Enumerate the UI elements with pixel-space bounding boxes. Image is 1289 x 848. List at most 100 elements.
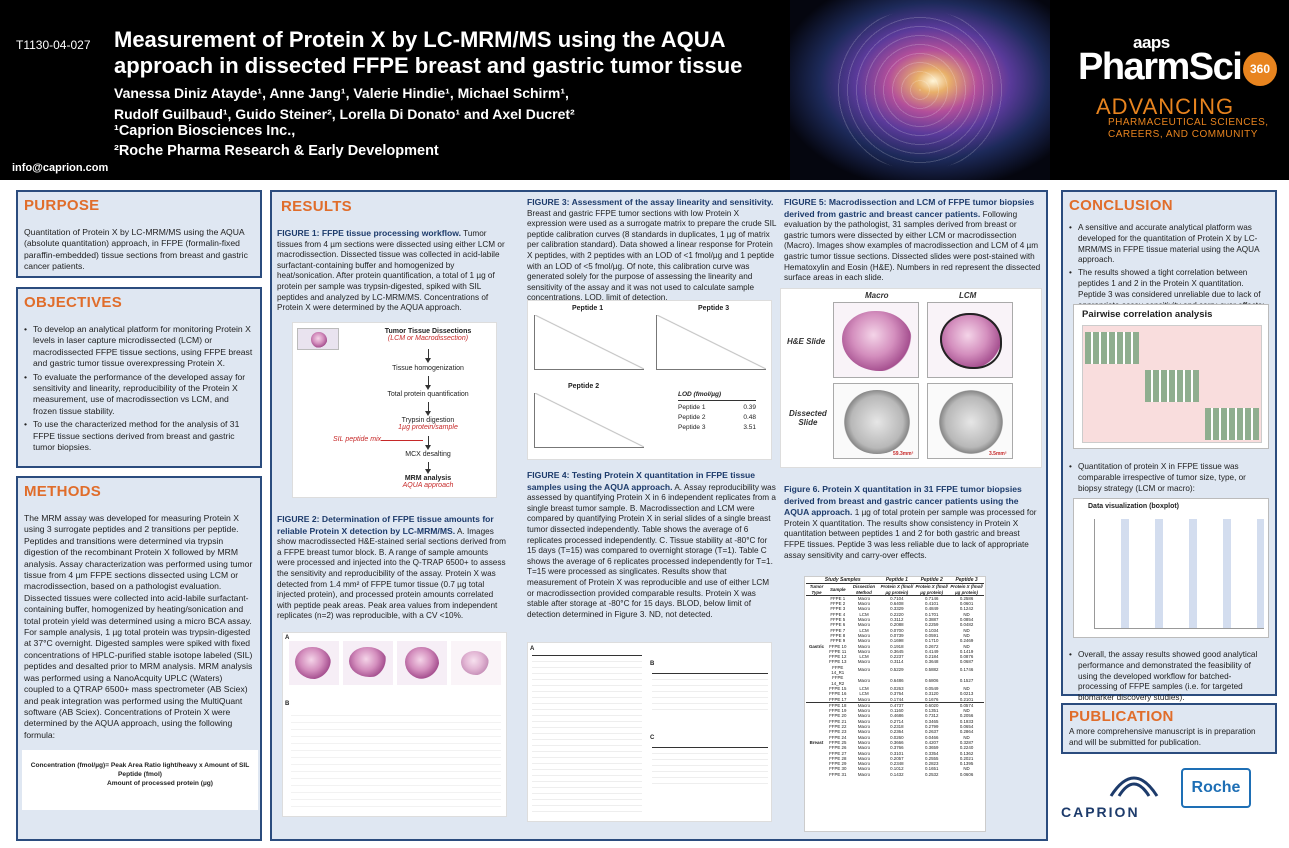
flow-step-mrm-sub: AQUA approach <box>402 482 454 489</box>
table-row: FFPE 1 Macro 0.7104 0.7146 0.2586 <box>806 595 984 601</box>
table-cell: FFPE 15 <box>829 685 847 691</box>
table-row: FFPE 5 Macro 0.3112 0.3887 0.0854 <box>806 617 984 622</box>
flow-step-dissection-sub: (LCM or Macrodissection) <box>387 335 469 342</box>
flow-step-trypsin-label: Trypsin digestion <box>401 417 455 424</box>
objectives-title: OBJECTIVES <box>24 294 123 311</box>
conclusion-body-3: Overall, the assay results showed good a… <box>1063 650 1275 706</box>
col-header: Protein X (fmol/µg protein) <box>879 583 915 596</box>
he-image-2 <box>343 641 393 685</box>
table-cell: ND <box>963 708 970 714</box>
table-cell: 0.4737 <box>890 702 904 708</box>
table-cell: FFPE 22 <box>829 724 847 730</box>
figure-3-text: Breast and gastric FFPE tumor sections w… <box>527 208 777 303</box>
contact-email: info@caprion.com <box>12 162 109 174</box>
table-cell: Macro <box>857 643 871 649</box>
table-row: FFPE 30 Macro 0.1012 0.1651 ND <box>806 766 984 771</box>
lod-value: 0.48 <box>743 414 756 421</box>
table-cell: 0.0876 <box>959 654 974 660</box>
conclusion-body: A sensitive and accurate analytical plat… <box>1063 219 1275 311</box>
table-cell: Macro <box>857 617 871 623</box>
table-cell: ND <box>963 734 970 740</box>
table-cell: 0.1744 <box>890 696 904 702</box>
purpose-section: PURPOSE Quantitation of Protein X by LC-… <box>16 190 262 278</box>
table-row: FFPE 29 Macro 0.2348 0.2823 0.1395 <box>806 761 984 766</box>
table-cell: FFPE 29 <box>829 761 847 767</box>
tissue-sample <box>295 647 331 679</box>
table-cell: 0.2318 <box>890 724 904 730</box>
table-cell: 0.1651 <box>924 766 939 772</box>
boxplot-title: Data visualization (boxplot) <box>1088 503 1180 510</box>
caprion-logo-icon <box>1109 768 1159 798</box>
logo-area: CAPRION Roche <box>1061 760 1277 842</box>
table-cell: 0.3329 <box>890 606 904 612</box>
table-cell: FFPE 16 <box>829 691 847 697</box>
table-cell: 0.1362 <box>959 750 974 756</box>
figure-4-table-a <box>532 655 642 815</box>
table-row: FFPE 18 Macro 0.4737 0.6020 0.0574 <box>806 703 984 708</box>
poster-id: T1130-04-027 <box>16 38 91 52</box>
tumor-type-cell: Breast <box>809 739 824 745</box>
table-cell: 0.3114 <box>890 659 904 665</box>
figure-2-caption: FIGURE 2: Determination of FFPE tissue a… <box>277 514 507 622</box>
figure-3-title: FIGURE 3: Assessment of the assay linear… <box>527 197 774 207</box>
study-table: Study Samples Peptide 1 Peptide 2 Peptid… <box>806 577 984 777</box>
plot-peptide-2-title: Peptide 2 <box>568 383 600 390</box>
formula-line-1: Concentration (fmol/µg)= Peak Area Ratio… <box>30 762 250 778</box>
table-cell: Macro <box>857 771 871 777</box>
table-cell: FFPE 6 <box>830 622 846 628</box>
publication-text: A more comprehensive manuscript is in pr… <box>1069 727 1256 747</box>
table-cell: Macro <box>857 622 871 628</box>
histogram-peptide-2 <box>1145 370 1199 402</box>
boxplot-area <box>1094 519 1264 629</box>
lod-peptide: Peptide 1 <box>678 404 706 411</box>
table-cell: 0.2714 <box>890 718 904 724</box>
table-row: FFPE 3 Macro 0.3329 0.4849 0.1242 <box>806 606 984 611</box>
table-row: FFPE 27 Macro 0.3101 0.3354 0.1362 <box>806 751 984 756</box>
lcm-area-value: 3.5mm² <box>989 451 1007 457</box>
table-cell: FFPE 10 <box>829 643 847 649</box>
tissue-sample <box>842 390 912 454</box>
conclusion-item: Overall, the assay results showed good a… <box>1069 650 1269 704</box>
tissue-sample <box>461 651 489 675</box>
table-cell: 0.4849 <box>924 606 939 612</box>
figure-4-table-c <box>652 747 768 787</box>
conclusion-list-3: Overall, the assay results showed good a… <box>1069 650 1269 704</box>
table-cell: Macro <box>857 667 871 673</box>
flow-step-homogenization: Tissue homogenization <box>392 365 464 372</box>
table-cell: 0.1034 <box>924 627 939 633</box>
table-cell: 0.0854 <box>959 617 974 623</box>
lod-row: Peptide 3 3.51 <box>678 423 756 433</box>
table-cell: 0.2364 <box>890 729 904 735</box>
flow-arrow <box>425 402 431 416</box>
table-cell: 0.4101 <box>924 601 939 607</box>
boxplot-figure: Data visualization (boxplot) <box>1073 498 1269 638</box>
conclusion-section: CONCLUSION A sensitive and accurate anal… <box>1061 190 1277 702</box>
figure-1-caption: FIGURE 1: FFPE tissue processing workflo… <box>277 228 507 314</box>
results-section: RESULTS FIGURE 1: FFPE tissue processing… <box>270 190 1048 841</box>
table-cell: 0.3354 <box>924 750 939 756</box>
publication-title: PUBLICATION <box>1069 708 1174 725</box>
publication-section: PUBLICATION A more comprehensive manuscr… <box>1061 703 1277 754</box>
table-cell: Macro <box>857 708 871 714</box>
table-cell: 0.3764 <box>890 691 904 697</box>
table-cell: ND <box>963 643 970 649</box>
table-cell: FFPE 1 <box>830 595 846 601</box>
table-cell: FFPE 5 <box>830 617 846 623</box>
col-header: Sample <box>827 583 849 596</box>
he-slide-label: H&E Slide <box>787 337 826 346</box>
authors-line-1: Vanessa Diniz Atayde¹, Anne Jang¹, Valer… <box>114 85 569 101</box>
tissue-sample <box>940 313 1002 369</box>
table-cell: FFPE 28 <box>829 755 847 761</box>
dissected-slide-label: Dissected Slide <box>789 409 827 427</box>
figure-4-title: FIGURE 4: Testing Protein X quantitation… <box>527 470 756 492</box>
figure-1-text: Tumor tissues from 4 µm sections were di… <box>277 229 505 313</box>
lod-peptide: Peptide 3 <box>678 424 706 431</box>
advancing-tagline: ADVANCING <box>1096 94 1235 119</box>
roche-logo: Roche <box>1181 768 1251 808</box>
table-cell: 0.4686 <box>890 713 904 719</box>
table-cell: FFPE 20 <box>829 713 847 719</box>
table-cell: 0.1933 <box>959 718 974 724</box>
poster-header: T1130-04-027 Measurement of Protein X by… <box>0 0 1289 180</box>
table-cell: 0.1395 <box>959 761 974 767</box>
table-row: FFPE 23 Macro 0.2364 0.2637 0.2864 <box>806 729 984 734</box>
